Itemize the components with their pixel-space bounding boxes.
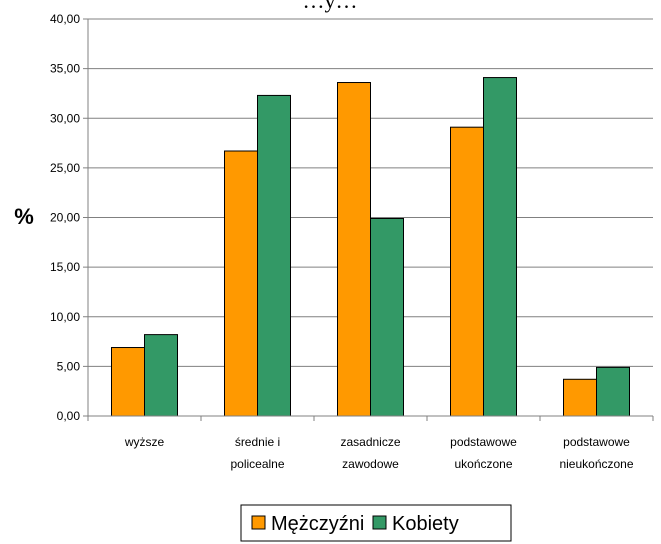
x-category-label: średnie i policealne xyxy=(230,435,284,471)
x-axis-categories: wyższe średnie i policealne zasadnicze zawod… xyxy=(87,416,654,471)
chart-title: …y… xyxy=(303,0,358,13)
legend-swatch xyxy=(251,515,266,530)
bar-men xyxy=(224,150,258,417)
bar-men xyxy=(450,126,484,417)
bar-women xyxy=(144,334,178,417)
x-category-label: podstawowe nieukończone xyxy=(559,435,633,471)
y-tick-label: 5,00 xyxy=(57,359,81,373)
y-tick-label: 0,00 xyxy=(57,409,81,423)
x-category-label: zasadnicze zawodowe xyxy=(340,435,400,471)
y-tick-label: 35,00 xyxy=(50,62,80,76)
legend: Mężczyźni Kobiety xyxy=(240,504,512,542)
legend-swatch xyxy=(372,515,387,530)
x-category-label: wyższe xyxy=(124,435,165,449)
y-tick-label: 10,00 xyxy=(50,310,80,324)
bar-women xyxy=(596,366,630,417)
bar-women xyxy=(370,217,404,417)
y-axis-ticks: 0,00 5,00 10,00 15,00 20,00 25,00 30,00 35,00 40… xyxy=(50,12,88,423)
y-axis-label: % xyxy=(14,204,34,229)
bar-women xyxy=(483,77,517,417)
bar-men xyxy=(337,82,371,417)
x-category-label: podstawowe ukończone xyxy=(450,435,517,471)
legend-label: Kobiety xyxy=(392,513,459,535)
bar-men xyxy=(111,347,145,417)
bars xyxy=(111,77,630,417)
y-tick-label: 30,00 xyxy=(50,111,80,125)
bar-men xyxy=(563,378,597,417)
y-tick-label: 25,00 xyxy=(50,161,80,175)
y-tick-label: 20,00 xyxy=(50,211,80,225)
y-tick-label: 15,00 xyxy=(50,260,80,274)
bar-women xyxy=(257,94,291,417)
y-tick-label: 40,00 xyxy=(50,12,80,26)
legend-label: Mężczyźni xyxy=(271,513,364,535)
